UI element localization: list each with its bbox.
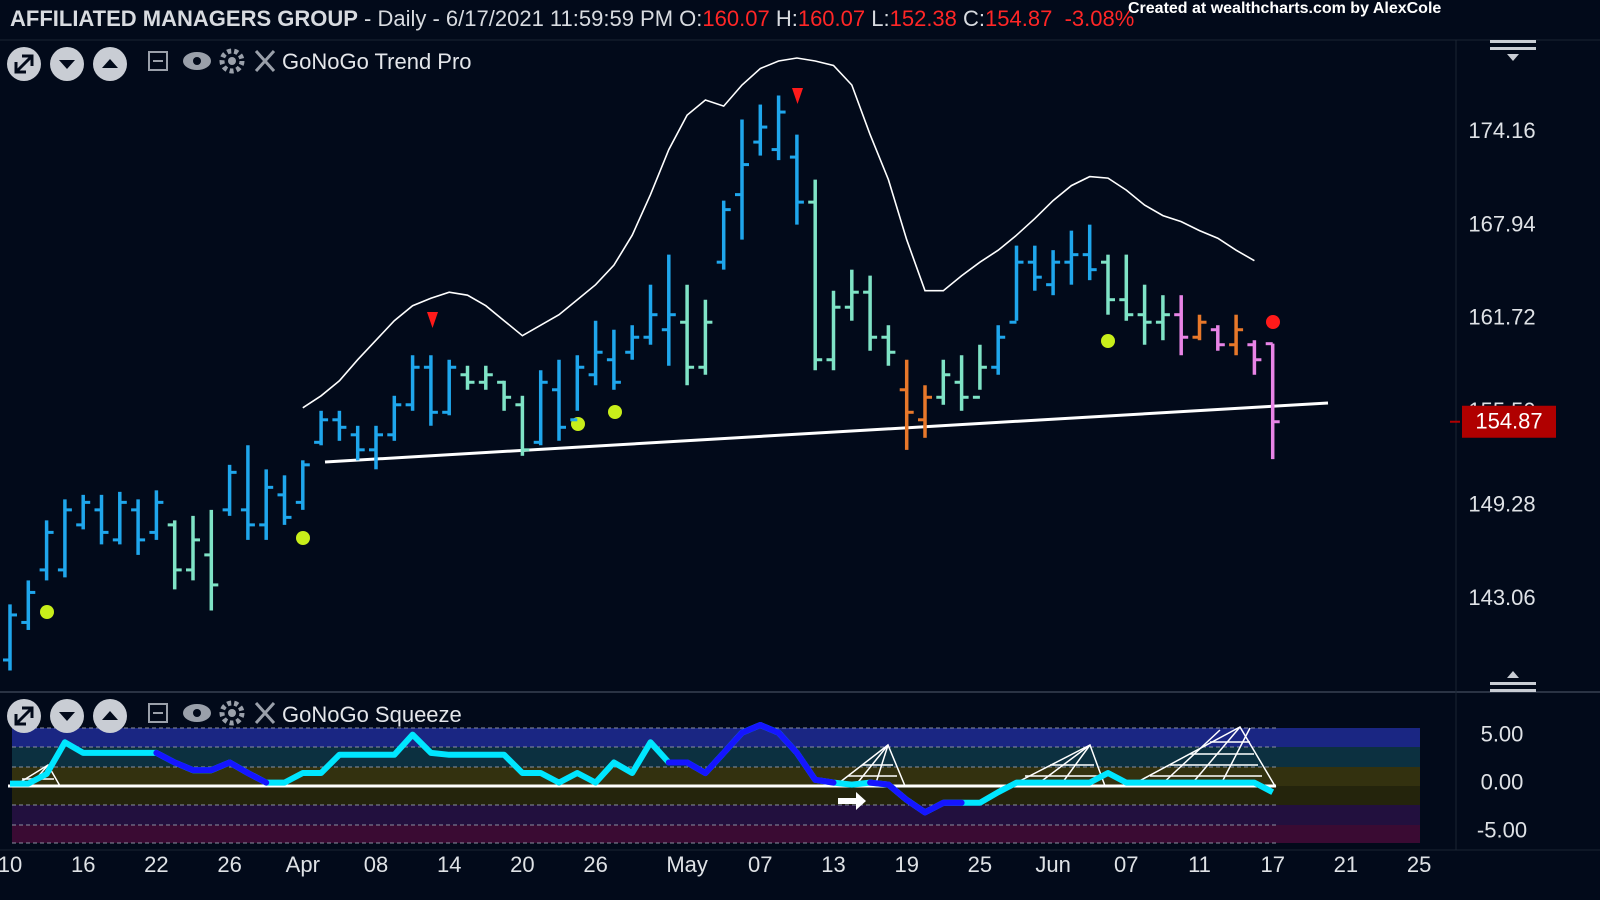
go-dots [40,334,1115,619]
x-tick-label: 22 [144,852,168,877]
trend-line [324,401,1329,464]
high-value: 160.07 [797,6,866,31]
x-tick-label: 26 [583,852,607,877]
squeeze-segment [702,749,727,777]
x-tick-label: Jun [1035,852,1070,877]
band [12,728,1420,747]
x-tick-label: May [666,852,708,877]
y-tick-label: 161.72 [1468,305,1535,330]
x-tick-label: 19 [894,852,918,877]
envelope-line [302,57,1255,409]
credit: Created at wealthcharts.com by AlexCole [1128,0,1442,17]
close-value: 154.87 [985,6,1053,31]
o-label: O: [679,6,703,31]
x-tick-label: 20 [510,852,534,877]
price-label-box [1462,405,1556,438]
squeeze-segment [793,749,819,783]
x-tick-label: 25 [1407,852,1431,877]
price-label: 154.87 [1475,409,1542,434]
squeeze-segment [153,749,178,766]
squeeze-segment [885,781,910,803]
squeeze-segment [867,779,892,788]
squeeze-panel [10,722,1275,816]
y-tick-label: 0.00 [1481,769,1524,794]
axes: 174.16167.94161.72155.50149.28143.06154.… [0,118,1556,877]
squeeze-segment [684,759,709,777]
y-tick-label: 143.06 [1468,585,1535,610]
x-tick-label: 17 [1260,852,1284,877]
squeeze-segment [208,759,233,774]
squeeze-segment [922,799,947,816]
header: AFFILIATED MANAGERS GROUP - Daily - 6/17… [10,6,1134,32]
band [12,786,1420,805]
y-tick-label: 5.00 [1481,721,1524,746]
x-tick-label: 25 [968,852,992,877]
panel-title: GoNoGo Trend Pro [282,49,472,74]
open-value: 160.07 [702,6,770,31]
h-label: H: [775,6,798,31]
x-tick-label: 21 [1334,852,1358,877]
symbol: AFFILIATED MANAGERS GROUP [10,6,358,31]
red-dot [1266,315,1280,329]
c-label: C: [963,6,986,31]
dashed-levels [12,727,1276,844]
squeeze-segment [244,770,270,786]
scale-menus[interactable] [1490,40,1536,692]
x-tick-label: 08 [364,852,388,877]
y-tick-label: 167.94 [1468,211,1535,236]
squeeze-segment [812,776,837,786]
y-tick-label: -5.00 [1477,817,1527,842]
squeeze-segment [903,796,928,816]
squeeze-segment [171,759,196,774]
y-tick-label: 174.16 [1468,118,1535,143]
subtitle: - Daily - 6/17/2021 11:59:59 PM [364,6,674,31]
price-panel [3,57,1280,671]
l-label: L: [871,6,890,31]
squeeze-segment [757,722,782,736]
squeeze-segment [720,729,745,756]
x-tick-label: 07 [748,852,772,877]
toolbar[interactable] [7,699,276,733]
x-tick-label: 07 [1114,852,1138,877]
squeeze-segment [739,722,764,736]
squeeze-segment [775,729,800,756]
x-tick-label: 10 [0,852,22,877]
x-tick-label: 14 [437,852,461,877]
band [12,805,1420,825]
x-tick-label: 26 [217,852,241,877]
x-tick-label: 13 [821,852,845,877]
low-value: 152.38 [889,6,957,31]
y-tick-label: 149.28 [1468,491,1535,516]
x-tick-label: 11 [1188,852,1211,877]
panel-title: GoNoGo Squeeze [282,702,462,727]
change: -3.08% [1064,6,1135,31]
x-tick-label: Apr [286,852,320,877]
squeeze-segment [226,759,251,777]
x-tick-label: 16 [71,852,95,877]
toolbar[interactable] [7,47,276,81]
arrow-icon [838,792,866,810]
band [12,825,1420,843]
